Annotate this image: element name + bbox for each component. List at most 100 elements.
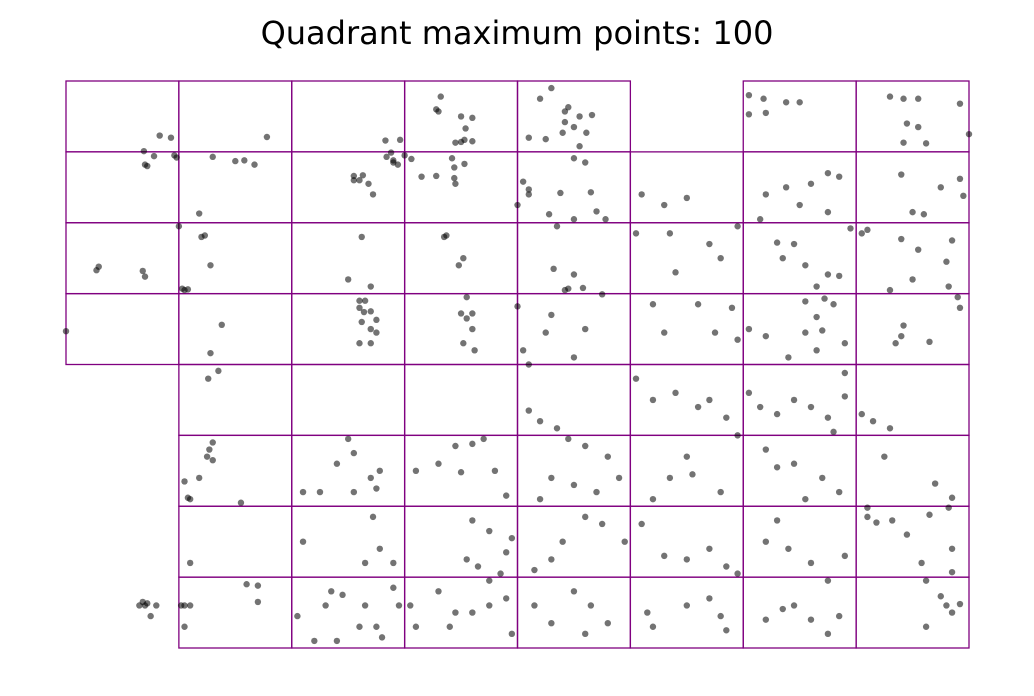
scatter-point bbox=[311, 637, 318, 645]
quadrant-cell bbox=[291, 576, 406, 649]
scatter-point bbox=[706, 396, 713, 404]
scatter-point bbox=[344, 435, 352, 443]
scatter-point bbox=[819, 327, 826, 334]
quadrant-cell bbox=[742, 363, 857, 437]
quadrant-cell bbox=[629, 222, 744, 295]
scatter-point bbox=[206, 446, 213, 453]
scatter-point bbox=[373, 485, 380, 492]
scatter-point bbox=[835, 612, 843, 620]
scatter-point bbox=[545, 211, 553, 218]
scatter-point bbox=[824, 208, 832, 216]
scatter-point bbox=[139, 267, 146, 275]
scatter-point bbox=[945, 283, 952, 290]
scatter-point bbox=[762, 109, 770, 117]
scatter-point bbox=[785, 354, 792, 361]
quadrant-cell bbox=[855, 222, 970, 295]
scatter-point bbox=[469, 517, 476, 524]
scatter-point bbox=[734, 223, 741, 230]
quadrant-cells bbox=[65, 80, 970, 649]
scatter-point bbox=[408, 155, 415, 163]
scatter-point bbox=[514, 201, 521, 209]
scatter-point bbox=[369, 191, 377, 198]
scatter-point bbox=[360, 308, 368, 316]
scatter-point bbox=[519, 347, 527, 354]
scatter-point bbox=[621, 538, 628, 545]
scatter-point bbox=[448, 155, 456, 162]
scatter-point bbox=[802, 298, 809, 305]
scatter-point bbox=[582, 513, 589, 521]
scatter-point bbox=[469, 325, 476, 333]
scatter-point bbox=[350, 488, 358, 496]
scatter-point bbox=[683, 194, 691, 202]
scatter-point bbox=[531, 566, 538, 574]
scatter-point bbox=[937, 593, 944, 600]
scatter-point bbox=[706, 545, 713, 552]
quadrant-cell bbox=[403, 151, 519, 224]
scatter-point bbox=[824, 169, 832, 177]
scatter-point bbox=[333, 637, 341, 645]
scatter-point bbox=[140, 147, 148, 155]
scatter-point bbox=[762, 538, 770, 545]
scatter-point bbox=[460, 254, 467, 262]
scatter-point bbox=[649, 396, 657, 404]
scatter-point bbox=[915, 95, 922, 102]
scatter-point bbox=[350, 177, 358, 184]
scatter-point bbox=[745, 325, 753, 333]
quadrant-cell bbox=[742, 576, 857, 649]
scatter-point bbox=[898, 235, 905, 243]
scatter-point bbox=[207, 349, 214, 357]
quadrant-cell bbox=[178, 434, 293, 507]
scatter-point bbox=[209, 153, 216, 161]
scatter-point bbox=[593, 208, 600, 215]
scatter-point bbox=[407, 602, 414, 609]
scatter-point bbox=[195, 210, 203, 217]
scatter-point bbox=[632, 375, 640, 382]
scatter-point bbox=[847, 225, 854, 232]
scatter-point bbox=[762, 191, 770, 198]
scatter-point bbox=[694, 403, 702, 411]
chart-title: Quadrant maximum points: 100 bbox=[260, 14, 774, 52]
scatter-point bbox=[497, 570, 504, 577]
scatter-point bbox=[179, 285, 186, 292]
quadrant-cell bbox=[65, 151, 180, 224]
scatter-point bbox=[548, 474, 555, 482]
scatter-point bbox=[864, 504, 871, 511]
scatter-point bbox=[841, 340, 849, 347]
scatter-point bbox=[948, 494, 956, 501]
scatter-point bbox=[728, 304, 736, 311]
scatter-point bbox=[604, 453, 611, 460]
scatter-point bbox=[469, 609, 476, 616]
scatter-point bbox=[446, 623, 453, 630]
scatter-point bbox=[396, 136, 404, 144]
scatter-point bbox=[604, 619, 611, 627]
scatter-point bbox=[175, 223, 183, 230]
scatter-point bbox=[339, 591, 346, 599]
scatter-point bbox=[232, 157, 239, 165]
scatter-point bbox=[369, 513, 377, 521]
scatter-point bbox=[898, 171, 905, 178]
scatter-point bbox=[186, 495, 194, 503]
quadrant-cell bbox=[629, 151, 744, 224]
scatter-point bbox=[412, 623, 420, 630]
scatter-point bbox=[435, 108, 442, 115]
scatter-point bbox=[892, 340, 899, 347]
scatter-point bbox=[503, 492, 510, 499]
scatter-point bbox=[796, 99, 803, 106]
scatter-point bbox=[553, 425, 561, 432]
scatter-point bbox=[638, 520, 645, 528]
scatter-point bbox=[373, 316, 380, 324]
scatter-point bbox=[299, 538, 307, 545]
scatter-point bbox=[461, 160, 468, 168]
scatter-point bbox=[376, 545, 383, 552]
scatter-point bbox=[926, 338, 933, 346]
scatter-point bbox=[548, 619, 555, 627]
scatter-point bbox=[756, 403, 764, 411]
scatter-point bbox=[587, 189, 595, 196]
scatter-point bbox=[723, 563, 730, 570]
scatter-point bbox=[672, 269, 679, 276]
quadrant-cell bbox=[742, 151, 857, 224]
scatter-point bbox=[570, 588, 578, 595]
scatter-point bbox=[457, 113, 465, 120]
scatter-point bbox=[382, 137, 389, 144]
scatter-point bbox=[167, 134, 175, 141]
